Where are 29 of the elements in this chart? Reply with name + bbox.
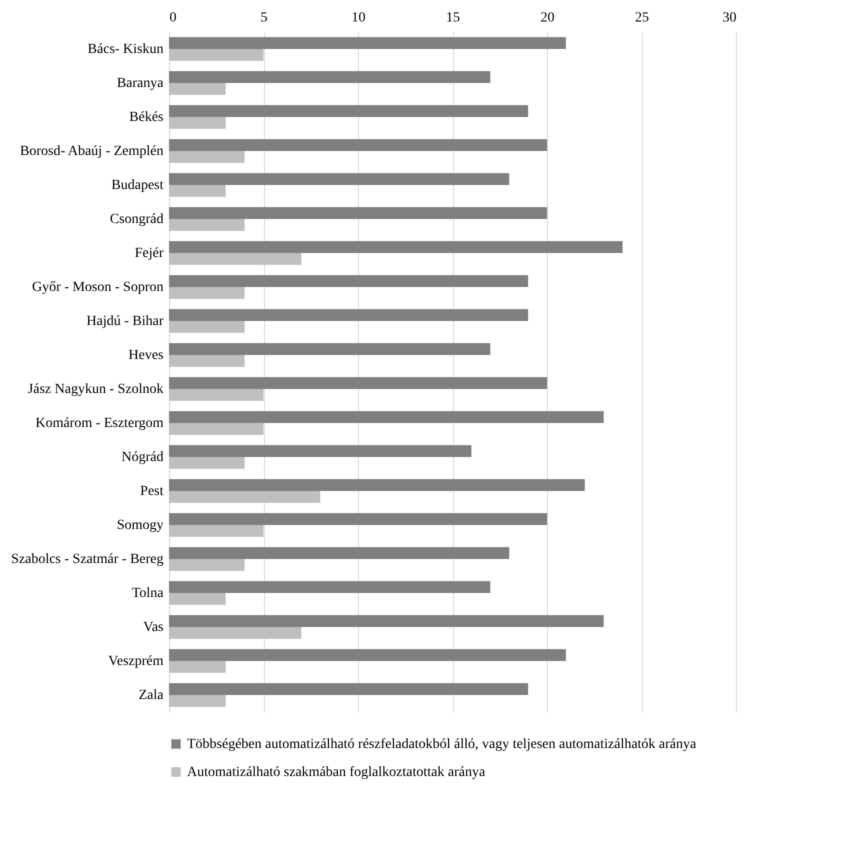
y-tick-label: Békés [129,110,164,125]
x-tick-label: 0 [170,10,176,26]
y-tick-label: Csongrád [110,212,164,227]
x-tick-label: 20 [540,10,554,26]
y-tick-label: Baranya [116,76,164,91]
y-tick-label: Borosd- Abaúj - Zemplén [20,144,164,159]
x-tick-label: 30 [722,10,736,26]
y-tick-label: Pest [140,484,164,499]
y-tick-label: Somogy [116,518,164,533]
legend-label: Automatizálható szakmában foglalkoztatottak aránya [187,765,486,780]
y-tick-label: Fejér [134,246,164,261]
y-tick-label: Győr - Moson - Sopron [32,280,164,295]
legend-label: Többségében automatizálható részfeladatokból álló, vagy teljesen automatizálhatók aránya [187,737,698,752]
y-tick-label: Heves [128,348,164,363]
y-tick-label: Hajdú - Bihar [86,314,164,329]
y-tick-label: Jász Nagykun - Szolnok [28,382,164,397]
x-tick-label: 10 [352,10,366,26]
x-tick-label: 5 [260,10,268,26]
y-tick-label: Veszprém [108,654,164,669]
y-tick-label: Nógrád [122,450,164,465]
x-tick-label: 15 [446,10,460,26]
y-tick-label: Komárom - Esztergom [35,416,164,431]
y-tick-label: Zala [138,688,164,703]
y-tick-label: Szabolcs - Szatmár - Bereg [11,552,164,567]
y-tick-label: Budapest [111,178,164,193]
y-tick-label: Vas [143,620,164,635]
y-tick-label: Bács- Kiskun [88,42,164,57]
y-tick-label: Tolna [132,586,164,601]
x-tick-label: 25 [635,10,649,26]
